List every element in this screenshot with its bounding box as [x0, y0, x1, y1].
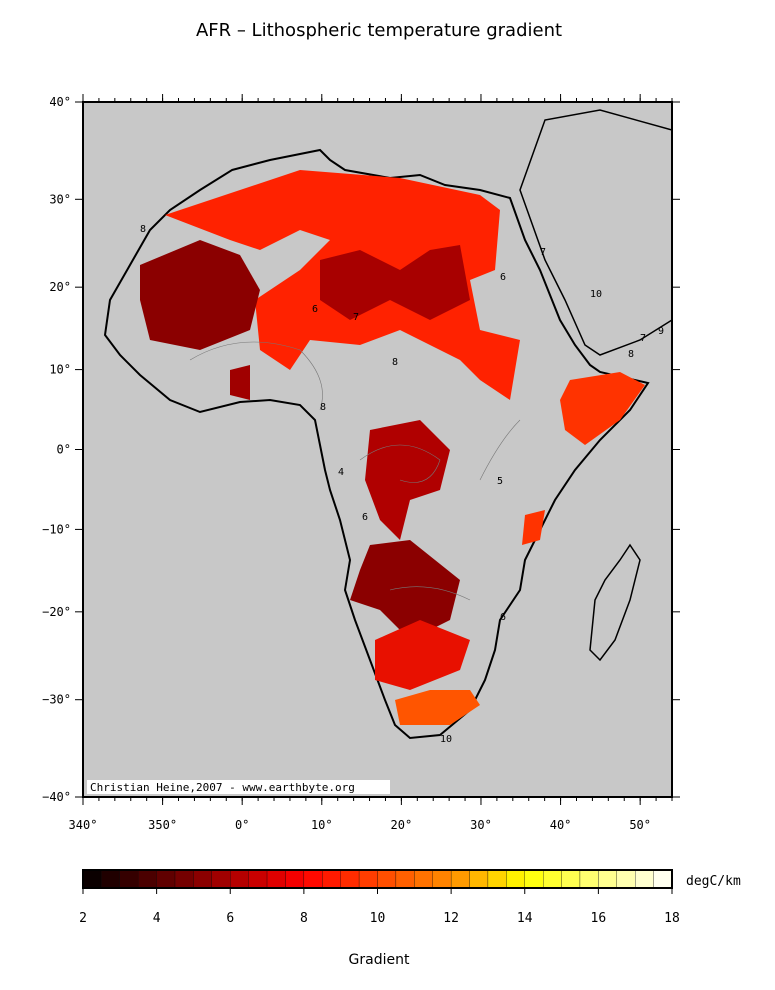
- contour-label: 7: [353, 312, 359, 323]
- contour-label: 8: [628, 349, 634, 360]
- colorbar-segment: [487, 869, 507, 889]
- lon-tick-label: 10°: [311, 818, 333, 832]
- colorbar-segment: [579, 869, 599, 889]
- lon-tick-label: 40°: [550, 818, 572, 832]
- map: Christian Heine,2007 - www.earthbyte.org…: [83, 102, 672, 797]
- colorbar-segment: [340, 869, 360, 889]
- colorbar-segment: [616, 869, 636, 889]
- credit: Christian Heine,2007 - www.earthbyte.org: [90, 781, 355, 794]
- lat-tick-label: 30°: [49, 192, 71, 206]
- colorbar-segment: [322, 869, 341, 889]
- lon-tick-label: 50°: [629, 818, 651, 832]
- contour-label: 8: [140, 224, 146, 235]
- lon-tick-label: 30°: [470, 818, 492, 832]
- colorbar-segment: [377, 869, 397, 889]
- lon-tick-label: 20°: [391, 818, 413, 832]
- colorbar-segment: [285, 869, 305, 889]
- contour-label: 6: [362, 512, 368, 523]
- contour-label: 6: [312, 304, 318, 315]
- colorbar-segment: [653, 869, 673, 889]
- colorbar-segment: [469, 869, 489, 889]
- colorbar-segment: [303, 869, 323, 889]
- colorbar-segment: [635, 869, 654, 889]
- colorbar-segment: [432, 869, 452, 889]
- colorbar-tick-label: 10: [370, 911, 386, 926]
- colorbar-segment: [414, 869, 433, 889]
- colorbar-tick-label: 16: [591, 911, 607, 926]
- colorbar-tick-label: 18: [664, 911, 680, 926]
- colorbar-segment: [101, 869, 120, 889]
- lat-tick-label: 40°: [49, 95, 71, 109]
- colorbar-segment: [450, 869, 470, 889]
- colorbar-tick-label: 6: [226, 911, 234, 926]
- lon-tick-label: 340°: [69, 818, 98, 832]
- colorbar-segment: [561, 869, 581, 889]
- colorbar-tick-label: 2: [79, 911, 87, 926]
- lat-tick-label: 10°: [49, 363, 71, 377]
- credit-box: [87, 780, 390, 794]
- arabia-outline: [519, 109, 672, 356]
- colorbar-segment: [395, 869, 415, 889]
- contour-label: 6: [500, 272, 506, 283]
- colorbar-tick-label: 4: [153, 911, 161, 926]
- contour-label: 8: [320, 402, 326, 413]
- colorbar-tick-label: 12: [443, 911, 459, 926]
- lat-tick-label: −40°: [42, 790, 71, 804]
- title: AFR – Lithospheric temperature gradient: [196, 20, 562, 41]
- colorbar-segment: [156, 869, 176, 889]
- lat-tick-label: 20°: [49, 280, 71, 294]
- colorbar-tick-label: 14: [517, 911, 533, 926]
- colorbar-segment: [174, 869, 194, 889]
- contour-label: 6: [500, 612, 506, 623]
- colorbar-segment: [524, 869, 544, 889]
- lat-tick-label: −10°: [42, 522, 71, 536]
- lon-tick-label: 0°: [235, 818, 249, 832]
- contour-label: 9: [658, 326, 664, 337]
- lat-tick-label: 0°: [57, 443, 71, 457]
- gradient-fill: [140, 170, 645, 725]
- colorbar-segment: [543, 869, 562, 889]
- madagascar: [589, 543, 641, 662]
- lat-tick-label: −30°: [42, 693, 71, 707]
- colorbar-segment: [248, 869, 268, 889]
- rivers: [189, 341, 521, 601]
- contour-label: 10: [590, 289, 602, 300]
- colorbar-unit: degC/km: [686, 874, 741, 889]
- contour-label: 10: [440, 734, 452, 745]
- colorbar-segment: [211, 869, 231, 889]
- lat-tick-label: −20°: [42, 605, 71, 619]
- lon-tick-label: 350°: [148, 818, 177, 832]
- colorbar-label: Gradient: [349, 952, 410, 968]
- colorbar-segment: [119, 869, 139, 889]
- contour-label: 5: [497, 476, 503, 487]
- colorbar-segment: [266, 869, 286, 889]
- contour-label: 8: [392, 357, 398, 368]
- colorbar-segment: [193, 869, 212, 889]
- colorbar-segment: [138, 869, 157, 889]
- contour-label: 4: [338, 467, 344, 478]
- contour-label: 7: [540, 247, 546, 258]
- colorbar-tick-label: 8: [300, 911, 308, 926]
- colorbar-segment: [358, 869, 378, 889]
- colorbar-segment: [230, 869, 249, 889]
- colorbar-segment: [82, 869, 102, 889]
- colorbar-segment: [598, 869, 617, 889]
- colorbar-segment: [506, 869, 525, 889]
- contour-label: 7: [640, 333, 646, 344]
